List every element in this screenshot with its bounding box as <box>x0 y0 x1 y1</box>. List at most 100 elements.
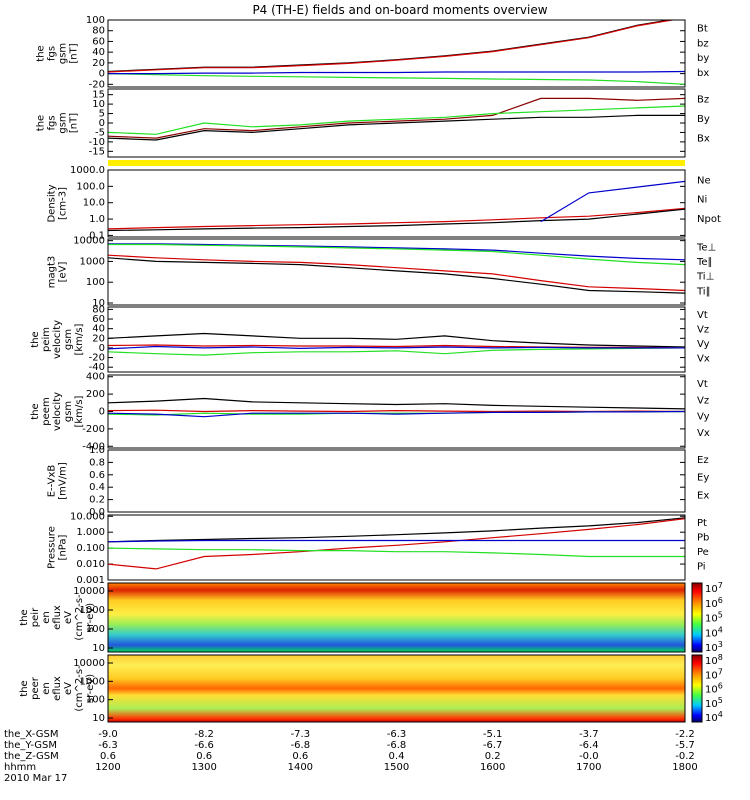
colorbar-tick-label: 105 <box>705 611 723 625</box>
y-tick-label: 0 <box>99 407 105 418</box>
x-tick-label: -2.2 <box>675 729 695 740</box>
series-line-Te⊥ <box>108 254 685 292</box>
legend-Pe: Pe <box>697 547 709 558</box>
series-line-bz <box>108 20 677 73</box>
y-axis-label-line: [nPa] <box>58 534 69 560</box>
series-line-Pb <box>108 518 685 570</box>
y-tick-label: 0.100 <box>76 543 105 554</box>
colorbar-tick-label: 105 <box>705 696 723 710</box>
y-axis-label-line: peim <box>41 327 52 352</box>
legend-Vt: Vt <box>697 379 708 390</box>
series-line-Pt <box>108 517 685 543</box>
y-tick-label: 100.0 <box>76 181 105 192</box>
legend-Npot: Npot <box>697 214 721 225</box>
x-tick-label: -6.7 <box>483 740 503 751</box>
panel-frame <box>107 654 686 723</box>
y-tick-label: 0.001 <box>76 575 105 586</box>
series-line-by <box>108 73 685 85</box>
legend-Bx: Bx <box>697 134 710 145</box>
legend-Pb: Pb <box>697 533 709 544</box>
x-tick-label: -6.4 <box>579 740 599 751</box>
y-axis-label-line: en <box>41 682 52 695</box>
y-tick-label: 100 <box>86 624 105 635</box>
y-tick-label: 1.000 <box>76 527 105 538</box>
y-tick-label: 1.0 <box>89 214 105 225</box>
legend-Ex: Ex <box>697 490 709 501</box>
legend-Vx: Vx <box>697 354 710 365</box>
x-axis-row-label: the_Y-GSM <box>4 740 57 751</box>
date-label: 2010 Mar 17 <box>4 773 67 784</box>
y-tick-label: 0 <box>99 118 105 129</box>
legend-Vy: Vy <box>697 339 710 350</box>
y-tick-label: 1000.0 <box>70 165 105 176</box>
y-tick-label: 20 <box>92 333 105 344</box>
x-tick-label: 0.2 <box>485 751 501 762</box>
panel-frame <box>107 582 686 653</box>
y-axis-label-line: peir <box>30 607 41 627</box>
y-tick-label: 40 <box>92 324 105 335</box>
colorbar-tick-label: 106 <box>705 596 723 610</box>
legend-by: by <box>697 53 709 64</box>
x-tick-label: -7.3 <box>291 729 311 740</box>
panel-frame <box>107 19 686 88</box>
y-tick-label: 400 <box>86 372 105 383</box>
y-axis-label-line: [nT] <box>69 43 80 63</box>
series-line-Vx <box>108 410 685 418</box>
y-tick-label: 15 <box>92 90 105 101</box>
series-line-Pi <box>108 539 685 543</box>
y-tick-label: 10 <box>92 713 105 724</box>
colorbar-tick-label: 103 <box>705 640 723 654</box>
spectrogram-fill <box>108 583 685 652</box>
legend-By: By <box>697 114 710 125</box>
panel-frame <box>107 88 686 158</box>
legend-Ne: Ne <box>697 176 711 187</box>
legend-Ey: Ey <box>697 473 709 484</box>
series-line-Ti⊥ <box>108 243 685 261</box>
colorbar-tick-label: 106 <box>705 682 723 696</box>
y-tick-label: -400 <box>82 441 105 452</box>
x-tick-label: -6.6 <box>194 740 214 751</box>
y-tick-label: 1000 <box>80 256 105 267</box>
y-axis-label-line: velocity <box>52 392 63 431</box>
series-line-Ne <box>108 207 685 230</box>
y-axis-label-line: Pressure <box>47 526 58 569</box>
x-tick-label: -6.8 <box>387 740 407 751</box>
y-tick-label: -20 <box>89 79 105 90</box>
y-axis-label-line: eV <box>63 611 74 624</box>
y-axis-label-line: magt3 <box>47 256 58 289</box>
legend-Te⊥: Te⊥ <box>696 242 716 253</box>
y-tick-label: 0.4 <box>89 482 105 493</box>
x-tick-label: 1700 <box>576 762 601 773</box>
y-tick-label: 10000 <box>73 586 105 597</box>
x-tick-label: 1600 <box>480 762 505 773</box>
series-line-Vx <box>108 345 685 350</box>
y-axis-label-line: fgs <box>47 46 58 61</box>
y-axis-label-line: eflux <box>52 676 63 701</box>
y-axis-label-line: peem <box>41 397 52 425</box>
legend-Bt: Bt <box>697 23 708 34</box>
legend-bz: bz <box>697 38 709 49</box>
y-tick-label: -40 <box>89 362 105 373</box>
legend-bx: bx <box>697 68 709 79</box>
panel-frame <box>107 449 686 513</box>
x-axis-row-label: the_Z-GSM <box>4 751 59 762</box>
series-line-Vt <box>108 332 685 348</box>
y-tick-label: 100 <box>86 277 105 288</box>
x-tick-label: 1300 <box>191 762 216 773</box>
y-tick-label: 100 <box>86 15 105 26</box>
x-tick-label: 1400 <box>288 762 313 773</box>
y-axis-label-line: the <box>19 680 30 696</box>
y-axis-label-line: [mV/m] <box>58 462 69 500</box>
legend-Vt: Vt <box>697 310 708 321</box>
x-tick-label: 1200 <box>95 762 120 773</box>
y-axis-label-line: [cm-3] <box>58 187 69 220</box>
y-tick-label: 0.2 <box>89 495 105 506</box>
y-tick-label: 10 <box>92 643 105 654</box>
y-axis-label-line: eV <box>63 682 74 695</box>
legend-Vz: Vz <box>697 395 709 406</box>
colorbar <box>691 654 703 723</box>
